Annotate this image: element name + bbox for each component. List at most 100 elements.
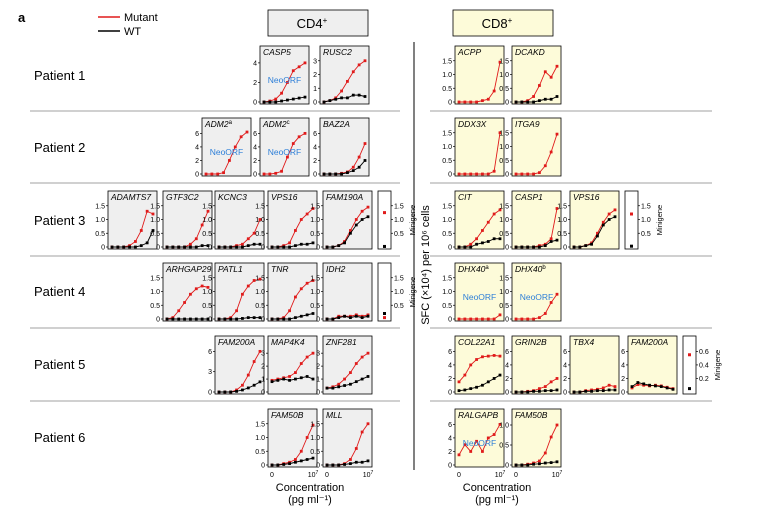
y-tick-label: 1.5 [442,275,452,282]
y-tick-label: 3 [261,351,265,358]
data-point-wt [165,245,169,249]
data-point-mutant [555,377,559,380]
data-point-wt [642,382,646,386]
data-point-mutant [543,312,547,315]
data-point-wt [122,245,126,249]
minigene-label: Minigene [408,205,417,235]
data-point-mutant [134,240,137,243]
data-point-wt [346,171,349,175]
y-tick-label: 6 [448,349,452,356]
data-point-mutant [246,237,250,241]
y-tick-label: 1 [313,86,317,93]
y-tick-label: 0 [195,172,199,179]
data-point-wt [282,245,286,249]
minigene-tick-label: 1.5 [394,203,404,210]
data-point-mutant [475,172,478,176]
data-point-wt [532,245,535,249]
chart-cd4-adm2-c-2: ADM2c 0 2 4 6 NeoORF [253,117,310,179]
data-point-wt [337,463,341,467]
data-point-wt [584,244,588,248]
data-point-mutant [514,172,518,176]
data-point-mutant [351,70,355,74]
x-axis-label-cd8: Concentration [463,482,532,494]
chart-title: KCNC3 [218,192,247,202]
plot-frame [454,117,505,177]
data-point-mutant [288,309,291,313]
data-point-wt [145,241,149,245]
chart-cd8-ddx3x-2: DDX3X 0 0.5 1.0 1.5 [442,117,505,179]
y-tick-label: 0 [448,317,452,324]
minigene-frame [377,190,392,250]
plot-frame [319,117,370,177]
data-point-wt [665,386,669,390]
minigene-point-mutant [688,353,691,357]
data-point-mutant [481,229,484,232]
chart-title-superscript: a [485,265,489,271]
plot-frame [322,262,373,322]
minigene-tick-label: 1.0 [394,289,404,296]
data-point-wt [514,390,518,394]
x-tick-label: 0 [514,472,518,479]
data-point-mutant [549,301,553,304]
x-tick-label: 0 [457,472,461,479]
plot-frame [267,408,318,468]
chart-title: FAM50B [271,410,304,420]
chart-cd8-cit-3: CIT 0 0.5 1.0 1.5 [442,190,505,252]
y-tick-label: 0.5 [150,303,160,310]
y-tick-label: 2 [563,376,567,383]
data-point-wt [252,383,256,387]
data-point-wt [270,380,274,384]
y-tick-label: 6 [505,349,509,356]
data-point-wt [572,245,576,249]
data-point-mutant [366,422,370,426]
data-point-mutant [235,309,238,313]
y-tick-label: 0 [208,390,212,397]
data-point-mutant [363,142,367,145]
data-point-wt [270,463,274,467]
y-tick-label: 0 [563,390,567,397]
data-point-wt [486,380,490,384]
data-point-mutant [305,436,309,439]
data-point-mutant [200,284,204,288]
data-point-mutant [280,169,283,173]
data-point-wt [200,317,204,321]
data-point-mutant [492,354,496,357]
data-point-wt [659,385,663,388]
data-point-wt [194,245,198,249]
data-point-mutant [366,351,370,355]
chart-title: ADM2a [204,119,233,129]
data-point-wt [607,388,611,392]
minigene-point-mutant [630,212,633,216]
y-tick-label: 3 [208,369,212,376]
data-point-mutant [294,458,297,461]
minigene-tick-label: 0.5 [394,231,404,238]
data-point-wt [299,314,303,318]
chart-cd8-grin2b-5: GRIN2B 0 2 4 6 [505,335,562,397]
y-tick-label: 0 [253,172,257,179]
chart-title-superscript: c [287,120,290,126]
data-point-mutant [457,453,461,457]
data-point-wt [235,245,238,249]
data-point-mutant [492,89,496,93]
y-tick-label: 1.5 [499,58,509,65]
data-point-wt [654,384,657,388]
y-tick-label: 4 [195,144,199,151]
data-point-mutant [481,172,484,176]
data-point-mutant [555,423,559,427]
data-point-mutant [241,383,244,387]
data-point-mutant [194,287,198,291]
data-point-wt [110,245,114,249]
data-point-wt [311,312,315,315]
data-point-mutant [357,63,361,67]
data-point-mutant [549,75,553,79]
data-point-wt [492,377,496,380]
chart-title-superscript: b [542,265,546,271]
data-point-wt [328,99,332,103]
data-point-mutant [189,242,192,246]
data-point-mutant [555,64,559,68]
y-tick-label: 6 [208,349,212,356]
data-point-wt [311,456,315,460]
data-point-wt [543,97,547,101]
data-point-mutant [543,70,547,74]
data-point-wt [223,317,227,321]
